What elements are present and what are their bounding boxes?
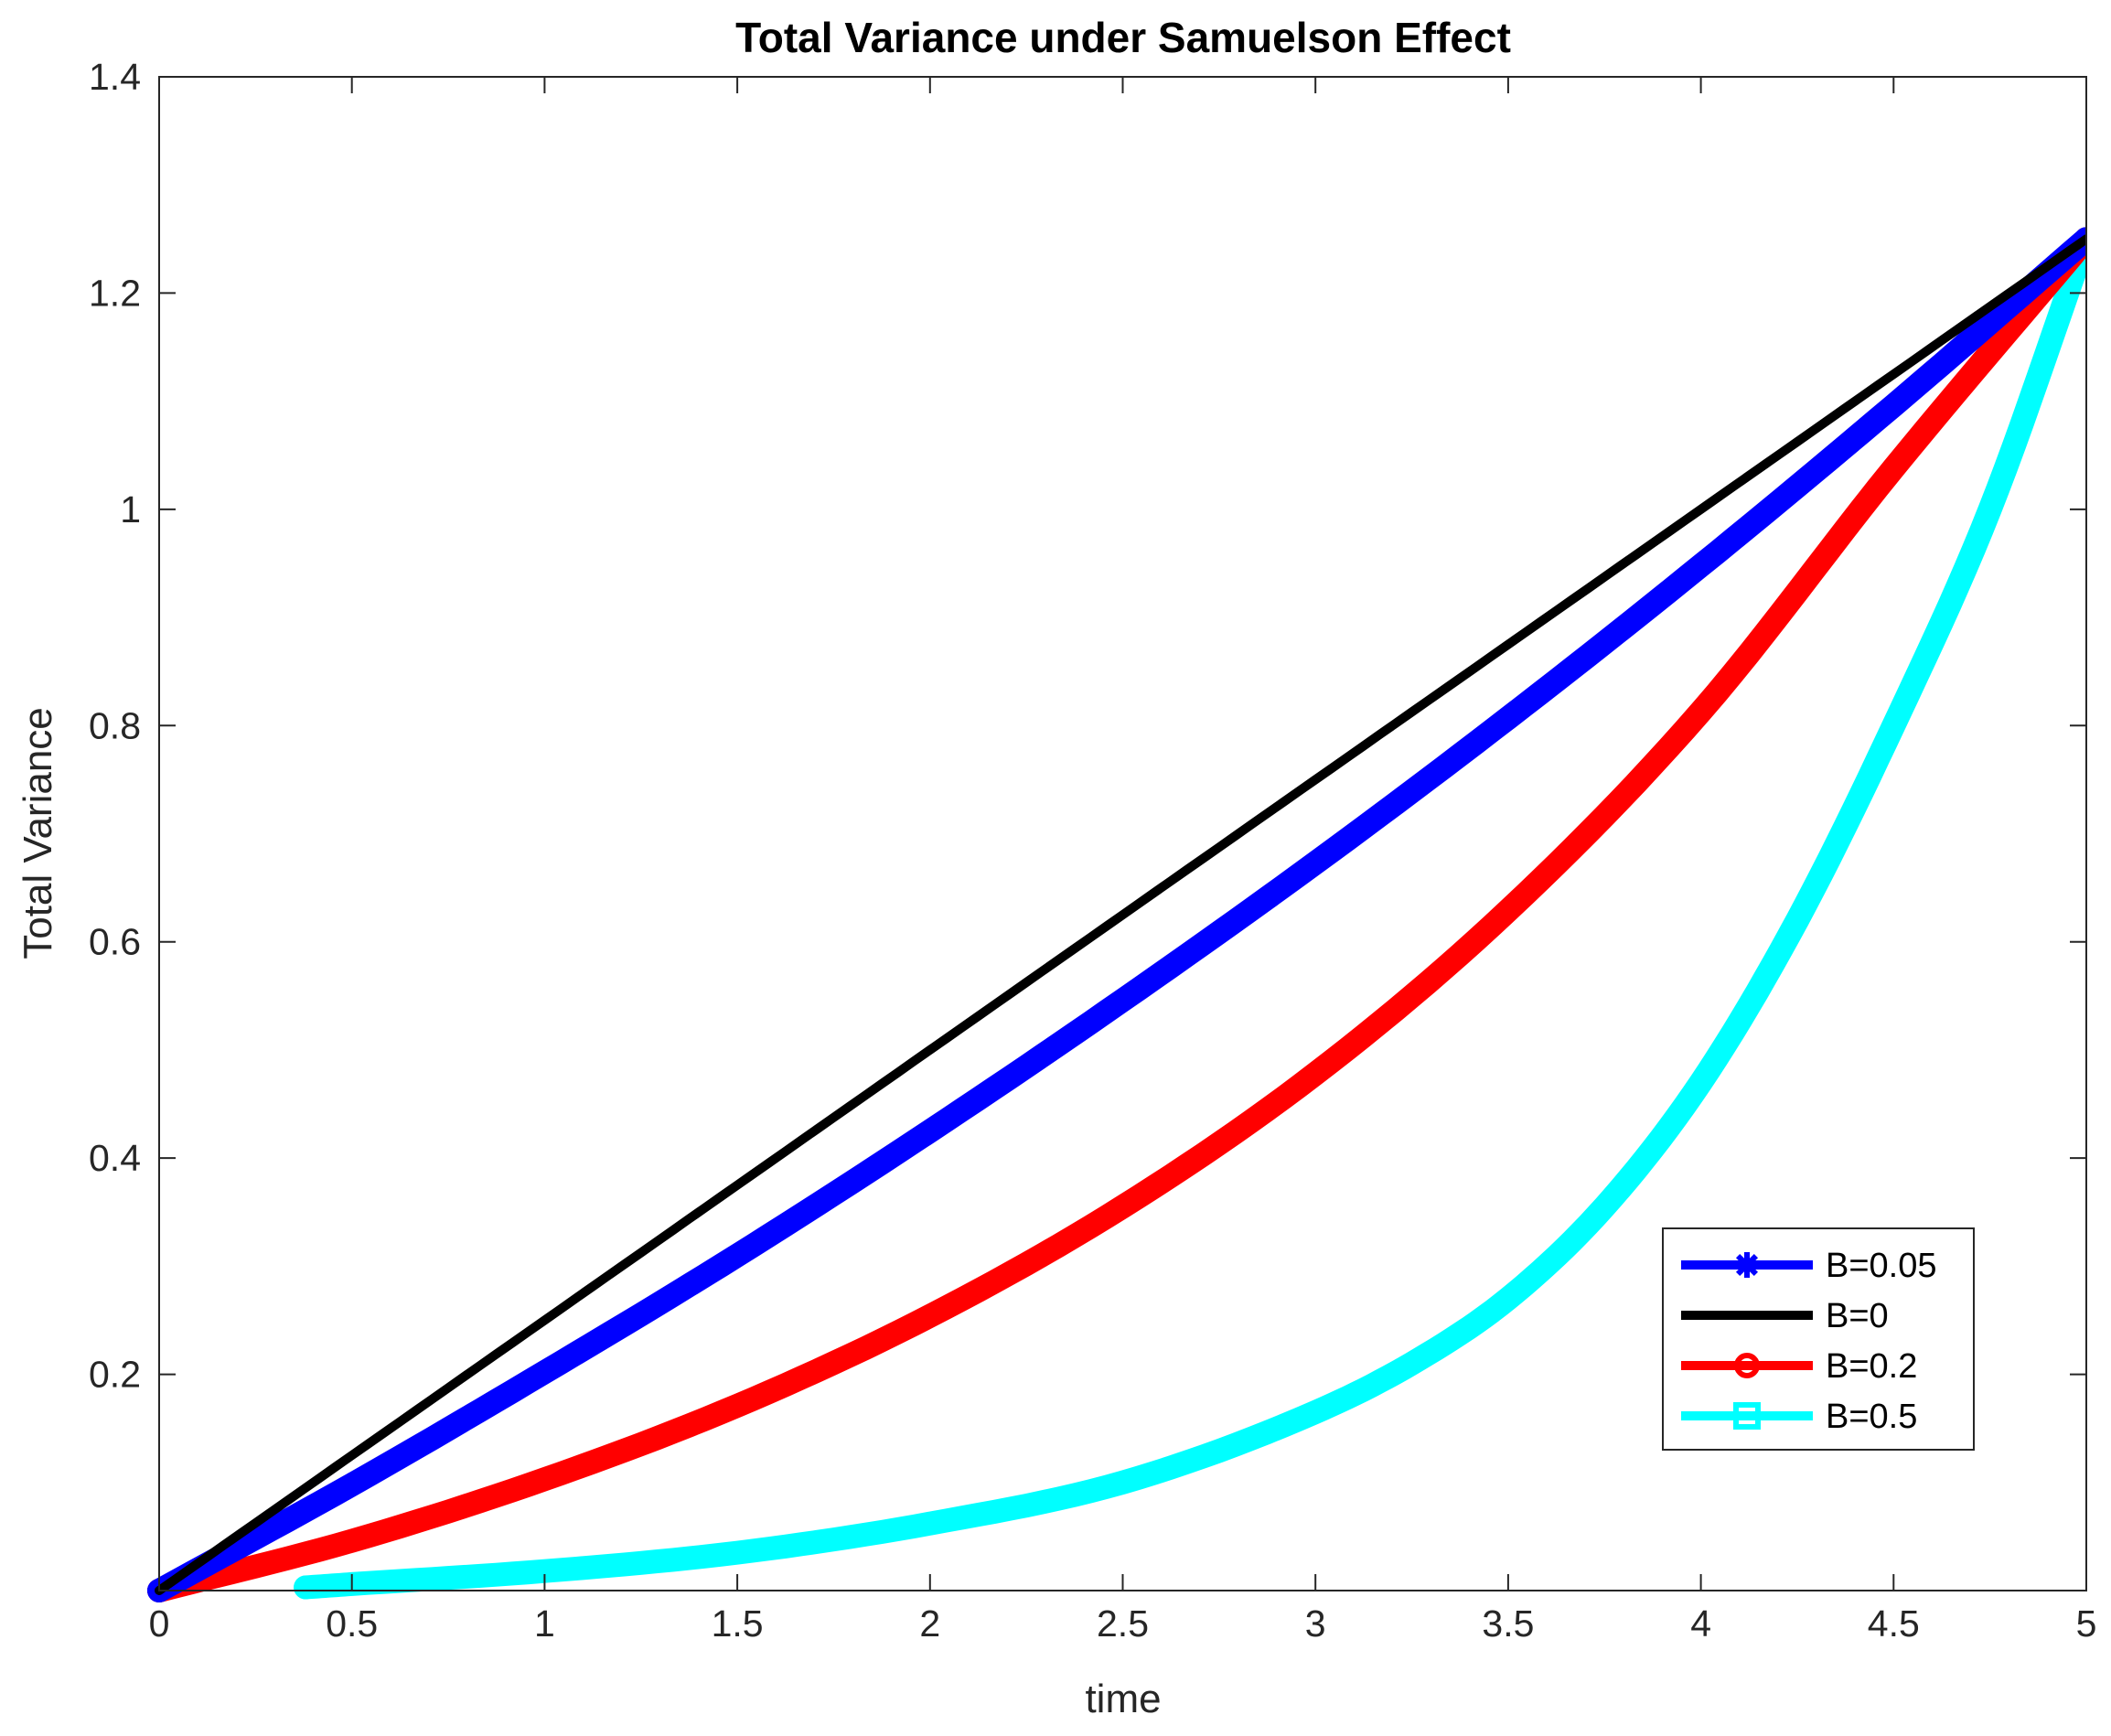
legend-marker-stroke	[1735, 1253, 1759, 1277]
y-tick-label: 0.4	[89, 1137, 141, 1179]
y-tick-label: 0.8	[89, 704, 141, 746]
x-axis-title: time	[1085, 1677, 1161, 1721]
series-line-b-0-5	[294, 227, 2085, 1600]
x-tick-label: 4.5	[1868, 1602, 1920, 1645]
legend-label: B=0.5	[1826, 1398, 1917, 1436]
plot-area-border	[158, 76, 2087, 1591]
legend-marker-square	[1733, 1402, 1761, 1430]
x-tick-label: 3.5	[1482, 1602, 1534, 1645]
y-tick-label: 0.6	[89, 921, 141, 963]
y-tick-label: 0.2	[89, 1354, 141, 1396]
y-tick-label: 1	[120, 488, 141, 530]
series-line-b-0-05	[147, 227, 2085, 1602]
series-line-b-0-2	[147, 227, 2085, 1602]
y-tick-label: 1.4	[89, 56, 141, 98]
x-tick-label: 2	[919, 1602, 940, 1645]
y-tick-label: 1.2	[89, 272, 141, 314]
x-tick-label: 0.5	[326, 1602, 378, 1645]
legend-label: B=0	[1826, 1297, 1889, 1335]
x-tick-label: 2.5	[1097, 1602, 1149, 1645]
series-line-b-0	[155, 234, 2085, 1595]
y-axis-title: Total Variance	[16, 707, 60, 959]
x-tick-label: 4	[1690, 1602, 1711, 1645]
series-point-start	[294, 1575, 318, 1600]
chart-title: Total Variance under Samuelson Effect	[735, 14, 1511, 61]
legend-label: B=0.05	[1826, 1247, 1937, 1285]
legend-label: B=0.2	[1826, 1347, 1917, 1386]
x-tick-label: 1.5	[712, 1602, 764, 1645]
x-tick-label: 0	[149, 1602, 170, 1645]
x-tick-label: 5	[2076, 1602, 2097, 1645]
x-tick-label: 1	[534, 1602, 555, 1645]
legend: B=0.05 B=0 B=0.2 B=0.5	[1662, 1227, 1975, 1451]
legend-marker-asterisk	[1734, 1252, 1760, 1278]
legend-marker-circle	[1734, 1353, 1760, 1378]
x-tick-label: 3	[1305, 1602, 1326, 1645]
